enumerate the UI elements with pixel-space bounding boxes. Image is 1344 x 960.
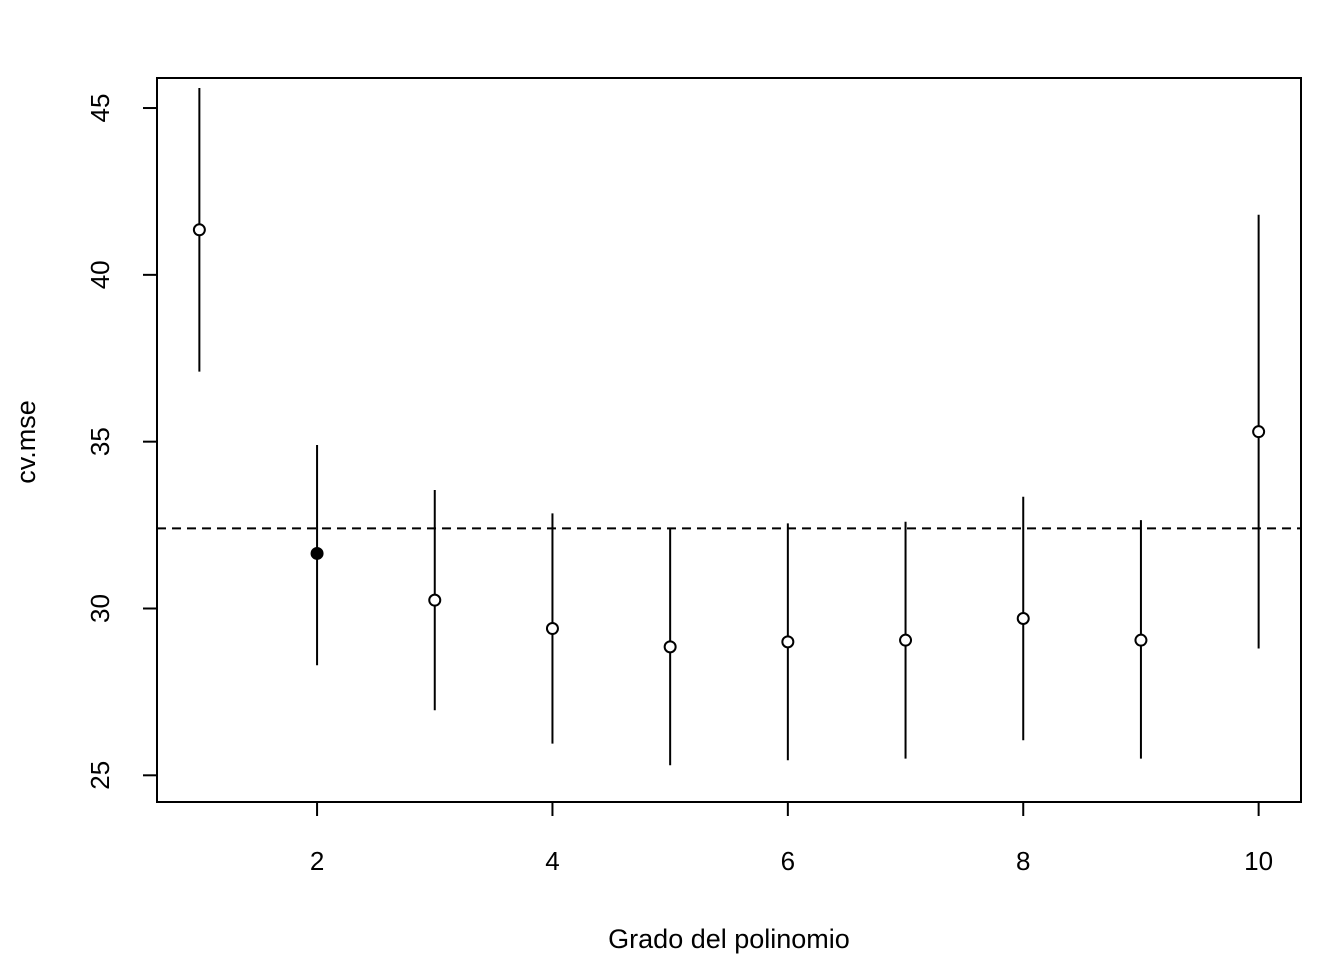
y-tick-label: 30 (85, 594, 115, 623)
data-point (192, 223, 206, 237)
y-tick-label: 40 (85, 260, 115, 289)
y-tick-label: 45 (85, 94, 115, 123)
data-point (1016, 611, 1030, 625)
x-tick-label: 8 (1016, 846, 1030, 876)
y-axis-title: cv.mse (11, 400, 41, 484)
y-tick-label: 35 (85, 427, 115, 456)
y-axis: 25 30 35 40 45 (85, 94, 157, 790)
data-point (428, 593, 442, 607)
x-tick-label: 4 (545, 846, 559, 876)
x-tick-label: 2 (310, 846, 324, 876)
x-tick-label: 6 (781, 846, 795, 876)
selected-data-point (310, 546, 324, 560)
data-point (1134, 633, 1148, 647)
y-tick-label: 25 (85, 761, 115, 790)
data-point (663, 640, 677, 654)
x-axis-title: Grado del polinomio (608, 924, 850, 954)
x-axis: 2 4 6 8 10 (310, 802, 1273, 876)
plot-area (156, 77, 1302, 803)
data-point (899, 633, 913, 647)
data-point (1252, 425, 1266, 439)
plot-frame (156, 77, 1302, 803)
data-point (781, 635, 795, 649)
x-tick-label: 10 (1244, 846, 1273, 876)
data-point (545, 622, 559, 636)
